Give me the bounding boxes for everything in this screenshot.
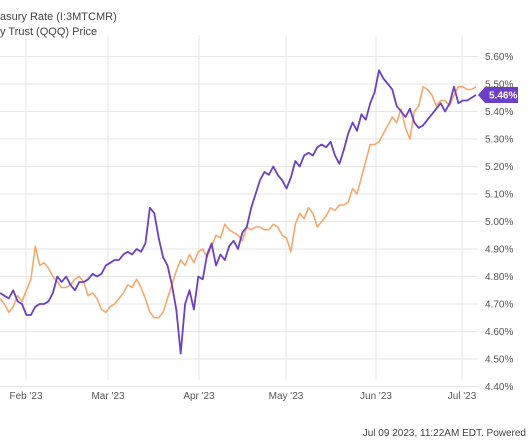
y-tick-label: 5.60%: [485, 52, 513, 63]
legend-rate-label: asury Rate (I:3MTCMR): [0, 11, 117, 23]
y-tick-label: 5.30%: [485, 135, 513, 146]
y-tick-label: 5.00%: [485, 217, 513, 228]
y-tick-label: 4.40%: [485, 382, 513, 393]
x-axis-ticks: Feb '23 Mar '23 Apr '23 May '23 Jun '23 Jul '…: [9, 391, 476, 402]
qqq-price-line: [0, 85, 477, 319]
y-tick-label: 4.50%: [485, 355, 513, 366]
x-tick-label: May '23: [269, 391, 304, 402]
y-tick-label: 4.80%: [485, 272, 513, 283]
y-tick-label: 5.10%: [485, 190, 513, 201]
y-tick-label: 4.60%: [485, 327, 513, 338]
x-tick-label: Jul '23: [448, 391, 477, 402]
current-value-label: 5.46%: [489, 91, 517, 102]
current-value-badge: 5.46%: [478, 87, 518, 103]
x-tick-label: Apr '23: [183, 391, 215, 402]
x-tick-label: Feb '23: [9, 391, 42, 402]
treasury-rate-line: [0, 69, 477, 355]
y-tick-label: 4.70%: [485, 300, 513, 311]
legend-qqq-label: y Trust (QQQ) Price: [0, 26, 98, 38]
x-tick-label: Mar '23: [91, 391, 124, 402]
y-tick-label: 4.90%: [485, 245, 513, 256]
y-tick-label: 5.20%: [485, 162, 513, 173]
legend: asury Rate (I:3MTCMR) y Trust (QQQ) Pric…: [0, 10, 117, 40]
y-tick-label: 5.50%: [485, 80, 513, 91]
x-tick-label: Jun '23: [360, 391, 392, 402]
gridlines: [0, 35, 478, 387]
y-axis-ticks: 5.60% 5.50% 5.40% 5.30% 5.20% 5.10% 5.00% 4.90%…: [485, 52, 513, 393]
footer-credit: Jul 09 2023, 11:22AM EDT. Powered: [362, 428, 526, 439]
y-tick-label: 5.40%: [485, 107, 513, 118]
